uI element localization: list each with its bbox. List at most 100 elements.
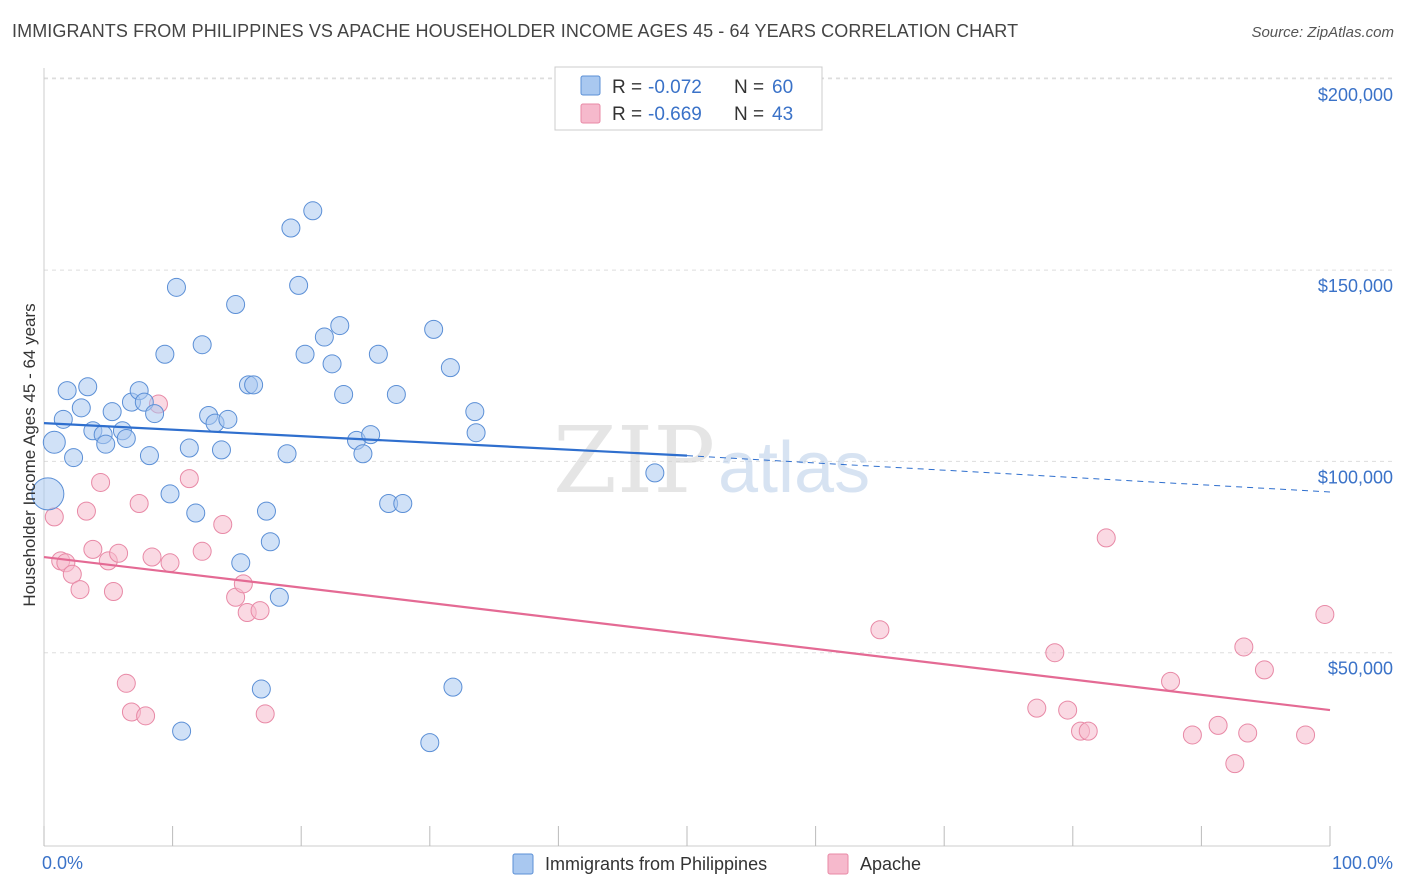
philippines-point-37 (277, 444, 297, 464)
bottom-legend: Immigrants from Philippines Apache (512, 853, 921, 875)
philippines-point-52 (393, 493, 413, 513)
legend-n-value-blue: 60 (772, 77, 793, 98)
legend-r-value-pink: -0.669 (648, 104, 702, 125)
apache-point-17 (160, 553, 180, 573)
apache-point-15 (142, 547, 162, 567)
philippines-point-45 (334, 384, 354, 404)
y-tick-label-3: $200,000 (1318, 85, 1393, 105)
top-legend: R = -0.072 N = 60 R = -0.669 N = 43 (554, 66, 823, 131)
philippines-point-47 (353, 444, 373, 464)
apache-point-13 (129, 493, 149, 513)
philippines-point-5 (71, 398, 91, 418)
apache-point-24 (250, 601, 270, 621)
philippines-point-35 (260, 532, 280, 552)
watermark-atlas: atlas (718, 428, 870, 508)
philippines-point-19 (160, 484, 180, 504)
apache-point-7 (91, 472, 111, 492)
legend-n-label-pink: N = (734, 104, 764, 125)
philippines-point-36 (269, 587, 289, 607)
philippines-point-44 (330, 316, 350, 336)
philippines-point-56 (443, 677, 463, 697)
apache-point-6 (83, 539, 103, 559)
philippines-point-6 (78, 377, 98, 397)
chart-title: IMMIGRANTS FROM PHILIPPINES VS APACHE HO… (12, 21, 1019, 41)
apache-point-4 (70, 580, 90, 600)
apache-point-10 (109, 543, 129, 563)
philippines-point-20 (166, 277, 186, 297)
philippines-point-39 (289, 275, 309, 295)
philippines-point-55 (440, 358, 460, 378)
apache-points (44, 394, 1335, 774)
philippines-point-21 (172, 721, 192, 741)
philippines-trend-extension (686, 455, 1331, 493)
apache-point-41 (1315, 604, 1335, 624)
tick-labels: $50,000 $100,000 $150,000 $200,000 0.0% 100.0… (42, 85, 1393, 873)
apache-point-27 (1027, 698, 1047, 718)
watermark-zip: ZIP (553, 407, 715, 514)
philippines-point-10 (102, 402, 122, 422)
apache-point-36 (1225, 754, 1245, 774)
y-axis-label: Householder Income Ages 45 - 64 years (20, 303, 39, 606)
apache-point-5 (76, 501, 96, 521)
philippines-point-1 (42, 430, 66, 454)
trend-lines (43, 422, 1331, 712)
philippines-point-16 (139, 446, 159, 466)
philippines-point-33 (251, 679, 271, 699)
apache-point-19 (192, 541, 212, 561)
philippines-point-24 (192, 335, 212, 355)
y-tick-label-2: $150,000 (1318, 276, 1393, 296)
legend-r-label-blue: R = (612, 77, 642, 98)
x-tick-label-max: 100.0% (1332, 853, 1393, 873)
philippines-point-51 (386, 384, 406, 404)
apache-point-39 (1254, 660, 1274, 680)
apache-point-40 (1296, 725, 1316, 745)
apache-point-35 (1208, 715, 1228, 735)
philippines-point-32 (244, 375, 264, 395)
apache-point-26 (870, 620, 890, 640)
watermark: ZIP atlas (553, 407, 870, 514)
philippines-point-2 (53, 409, 73, 429)
philippines-point-17 (145, 404, 165, 424)
y-tick-label-1: $100,000 (1318, 467, 1393, 487)
apache-point-34 (1182, 725, 1202, 745)
apache-point-33 (1161, 671, 1181, 691)
philippines-point-3 (57, 381, 77, 401)
apache-point-38 (1238, 723, 1258, 743)
philippines-point-23 (186, 503, 206, 523)
apache-point-20 (213, 515, 233, 535)
bottom-legend-swatch-blue (512, 853, 534, 875)
bottom-legend-label-pink: Apache (860, 854, 921, 874)
philippines-point-42 (314, 327, 334, 347)
legend-r-label-pink: R = (612, 104, 642, 125)
bottom-legend-label-blue: Immigrants from Philippines (545, 854, 767, 874)
philippines-point-18 (155, 344, 175, 364)
philippines-trend-line (43, 422, 688, 457)
philippines-point-28 (218, 409, 238, 429)
x-tick-label-min: 0.0% (42, 853, 83, 873)
philippines-points (31, 201, 665, 753)
philippines-point-41 (303, 201, 323, 221)
philippines-point-34 (256, 501, 276, 521)
philippines-point-49 (368, 344, 388, 364)
legend-r-value-blue: -0.072 (648, 77, 702, 98)
philippines-point-43 (322, 354, 342, 374)
axes (43, 68, 1331, 847)
philippines-point-0 (31, 477, 65, 511)
apache-point-37 (1234, 637, 1254, 657)
apache-trend-line (43, 555, 1331, 712)
apache-point-28 (1045, 643, 1065, 663)
philippines-point-58 (466, 423, 486, 443)
bottom-legend-swatch-pink (827, 853, 849, 875)
philippines-point-59 (645, 463, 665, 483)
apache-point-29 (1058, 700, 1078, 720)
apache-point-32 (1096, 528, 1116, 548)
apache-point-9 (103, 581, 123, 601)
philippines-point-4 (64, 448, 84, 468)
philippines-point-30 (231, 553, 251, 573)
apache-point-22 (233, 574, 253, 594)
philippines-point-29 (226, 295, 246, 315)
legend-n-label-blue: N = (734, 77, 764, 98)
apache-point-18 (179, 469, 199, 489)
legend-n-value-pink: 43 (772, 104, 793, 125)
